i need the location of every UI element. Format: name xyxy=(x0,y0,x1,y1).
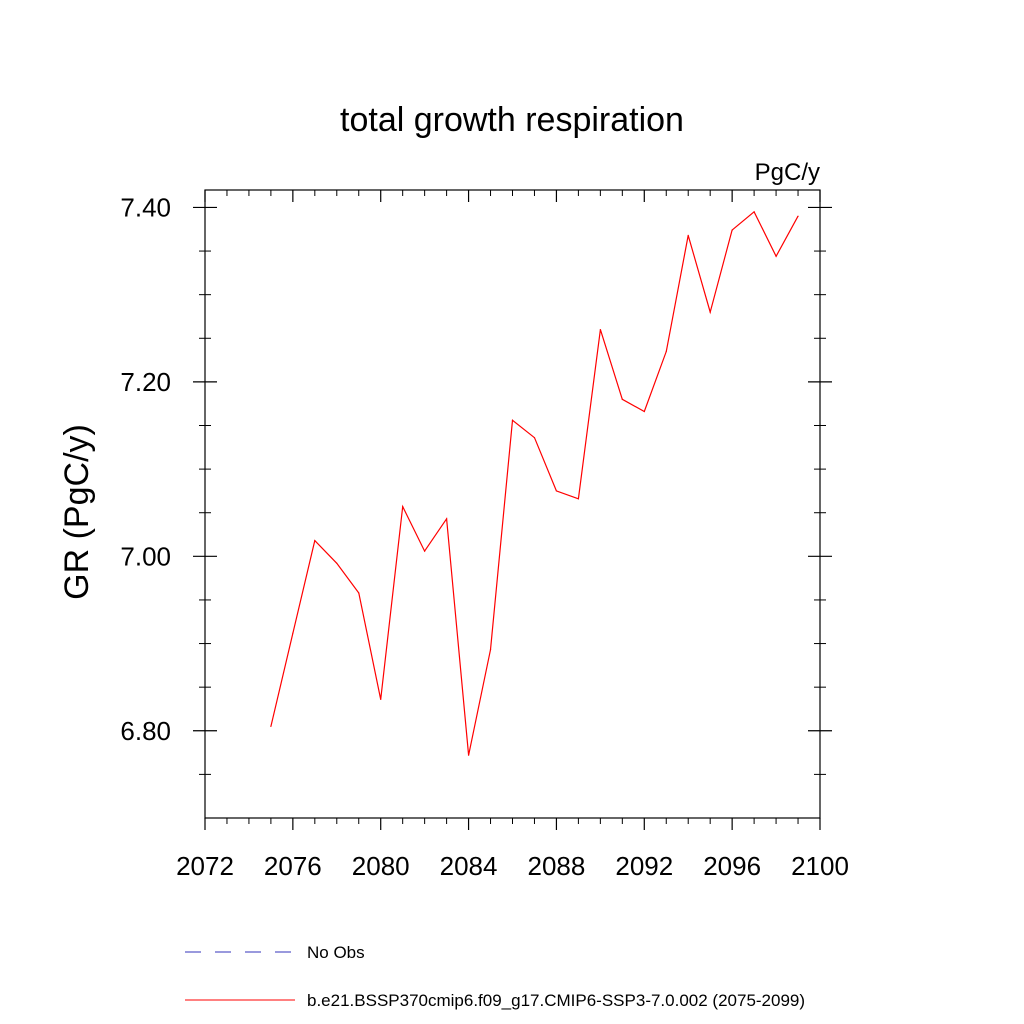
data-point xyxy=(533,437,536,439)
x-tick-label: 2092 xyxy=(615,851,673,881)
data-point xyxy=(336,562,338,564)
data-point xyxy=(621,398,623,400)
x-tick-label: 2072 xyxy=(176,851,234,881)
y-tick-label: 6.80 xyxy=(120,716,171,746)
data-point xyxy=(577,498,579,500)
y-tick-label: 7.00 xyxy=(120,541,171,571)
legend-label-0: No Obs xyxy=(307,943,365,962)
series-line-1 xyxy=(270,210,799,756)
series-layer xyxy=(270,210,799,756)
y-axis-label: GR (PgC/y) xyxy=(58,424,96,600)
data-point xyxy=(270,725,272,728)
data-point xyxy=(358,592,360,594)
data-point xyxy=(402,506,404,508)
chart-title: total growth respiration xyxy=(340,101,684,139)
data-point xyxy=(665,350,667,352)
data-point xyxy=(753,211,755,213)
data-point xyxy=(797,215,799,217)
x-axis: 2072 2076 2080 2084 2088 2092 2096 2100 xyxy=(176,190,849,881)
data-point xyxy=(643,410,645,413)
legend-label-1: b.e21.BSSP370cmip6.f09_g17.CMIP6-SSP3-7.… xyxy=(307,991,805,1010)
data-point xyxy=(775,255,777,257)
data-point xyxy=(446,518,448,520)
data-point xyxy=(599,328,601,331)
x-tick-label: 2084 xyxy=(440,851,498,881)
legend: No Obs b.e21.BSSP370cmip6.f09_g17.CMIP6-S… xyxy=(185,943,805,1010)
units-label: PgC/y xyxy=(755,159,820,186)
data-point xyxy=(380,698,382,700)
data-point xyxy=(511,419,514,421)
data-point xyxy=(467,754,470,756)
plot-frame xyxy=(204,189,821,819)
data-point xyxy=(731,229,733,231)
y-tick-label: 7.20 xyxy=(120,367,171,397)
data-point xyxy=(489,649,492,651)
data-point xyxy=(424,550,426,552)
data-point xyxy=(687,234,689,236)
data-point xyxy=(292,632,294,634)
y-tick-label: 7.40 xyxy=(120,192,171,222)
data-point xyxy=(555,490,558,492)
y-axis: 6.80 7.00 7.20 7.40 xyxy=(120,192,832,775)
x-tick-label: 2076 xyxy=(264,851,322,881)
x-tick-label: 2100 xyxy=(791,851,849,881)
data-point xyxy=(709,311,711,313)
x-tick-label: 2080 xyxy=(352,851,410,881)
x-tick-label: 2088 xyxy=(528,851,586,881)
data-point xyxy=(314,540,316,542)
x-tick-label: 2096 xyxy=(703,851,761,881)
